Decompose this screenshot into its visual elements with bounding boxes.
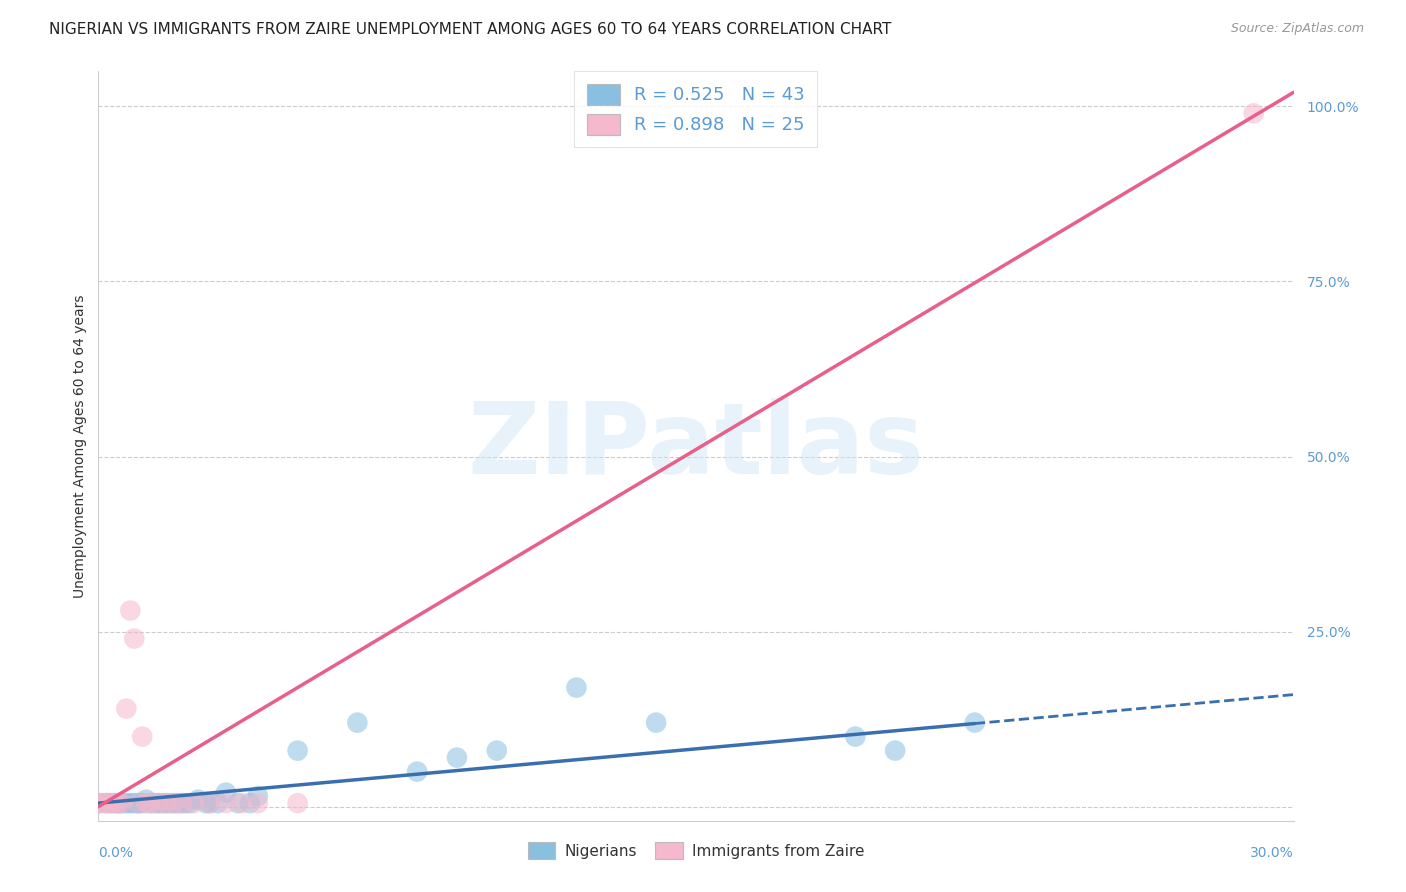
Point [107,796,129,810]
Point [120,603,142,617]
Point [246,796,269,810]
Point [565,681,588,695]
Point [167,796,190,810]
Point [98,796,122,810]
Text: NIGERIAN VS IMMIGRANTS FROM ZAIRE UNEMPLOYMENT AMONG AGES 60 TO 64 YEARS CORRELA: NIGERIAN VS IMMIGRANTS FROM ZAIRE UNEMPL… [49,22,891,37]
Point [111,796,134,810]
Point [155,796,177,810]
Point [183,796,205,810]
Point [91,796,114,810]
Point [215,786,238,800]
Point [124,632,146,646]
Point [163,796,186,810]
Point [172,796,194,810]
Point [124,796,146,810]
Point [215,796,238,810]
Point [127,796,149,810]
Point [103,796,125,810]
Text: ZIPatlas: ZIPatlas [468,398,924,494]
Point [179,796,201,810]
Point [139,796,162,810]
Legend: Nigerians, Immigrants from Zaire: Nigerians, Immigrants from Zaire [522,836,870,865]
Point [107,796,129,810]
Point [195,796,218,810]
Point [226,796,249,810]
Point [103,796,125,810]
Point [155,796,177,810]
Point [645,715,668,730]
Point [198,796,221,810]
Point [120,796,142,810]
Point [87,796,110,810]
Point [187,792,209,806]
Point [87,796,110,810]
Point [127,796,149,810]
Point [148,796,170,810]
Point [406,764,429,779]
Point [844,730,866,744]
Point [127,796,149,810]
Point [246,789,269,804]
Point [963,715,986,730]
Point [287,743,309,757]
Y-axis label: Unemployment Among Ages 60 to 64 years: Unemployment Among Ages 60 to 64 years [73,294,87,598]
Point [131,730,153,744]
Point [131,796,153,810]
Point [446,750,468,764]
Point [172,796,194,810]
Point [163,796,186,810]
Point [107,796,129,810]
Point [231,796,253,810]
Point [207,796,229,810]
Point [884,743,907,757]
Point [239,796,262,810]
Text: 30.0%: 30.0% [1250,846,1294,860]
Point [96,796,118,810]
Point [96,796,118,810]
Point [159,796,181,810]
Point [135,792,157,806]
Point [139,796,162,810]
Point [198,796,221,810]
Point [485,743,508,757]
Point [143,796,166,810]
Point [98,796,122,810]
Point [174,796,197,810]
Point [111,796,134,810]
Point [148,796,170,810]
Point [346,715,368,730]
Point [1243,106,1265,120]
Point [287,796,309,810]
Point [115,796,138,810]
Text: 0.0%: 0.0% [98,846,134,860]
Text: Source: ZipAtlas.com: Source: ZipAtlas.com [1230,22,1364,36]
Point [135,796,157,810]
Point [150,796,173,810]
Point [115,701,138,715]
